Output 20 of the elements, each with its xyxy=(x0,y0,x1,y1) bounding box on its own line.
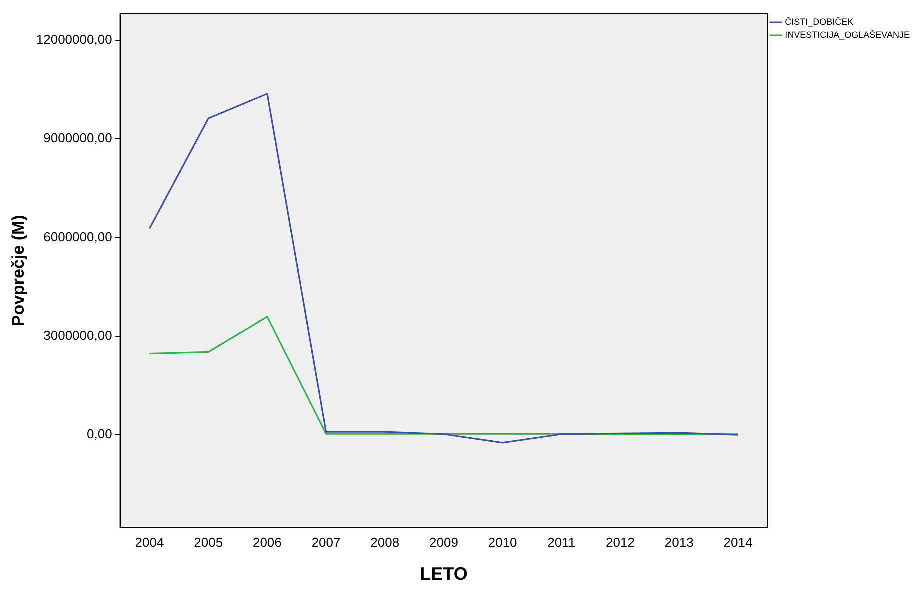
y-tick-label: 3000000,00 xyxy=(44,328,112,343)
x-tick-label: 2010 xyxy=(488,535,518,550)
x-tick-label: 2012 xyxy=(606,535,635,550)
y-tick-label: 0,00 xyxy=(87,426,112,442)
x-tick-label: 2006 xyxy=(252,535,282,550)
x-tick-label: 2004 xyxy=(135,535,164,550)
x-tick-label: 2007 xyxy=(312,535,341,550)
x-tick-label: 2009 xyxy=(430,535,458,550)
y-tick-label: 6000000,00 xyxy=(44,229,112,244)
y-tick-label: 12000000,00 xyxy=(36,32,112,47)
x-tick-label: 2013 xyxy=(664,535,694,550)
x-tick-label: 2011 xyxy=(548,535,576,550)
x-tick-label: 2014 xyxy=(724,535,753,550)
legend-label: ČISTI_DOBIČEK xyxy=(785,16,854,27)
y-tick-label: 9000000,00 xyxy=(44,130,112,146)
y-axis-title: Povprečje (M) xyxy=(8,215,28,327)
x-axis-title: LETO xyxy=(420,564,468,584)
x-tick-label: 2008 xyxy=(370,535,400,550)
x-tick-label: 2005 xyxy=(194,535,224,550)
legend-label: INVESTICIJA_OGLAŠEVANJE xyxy=(785,30,910,40)
